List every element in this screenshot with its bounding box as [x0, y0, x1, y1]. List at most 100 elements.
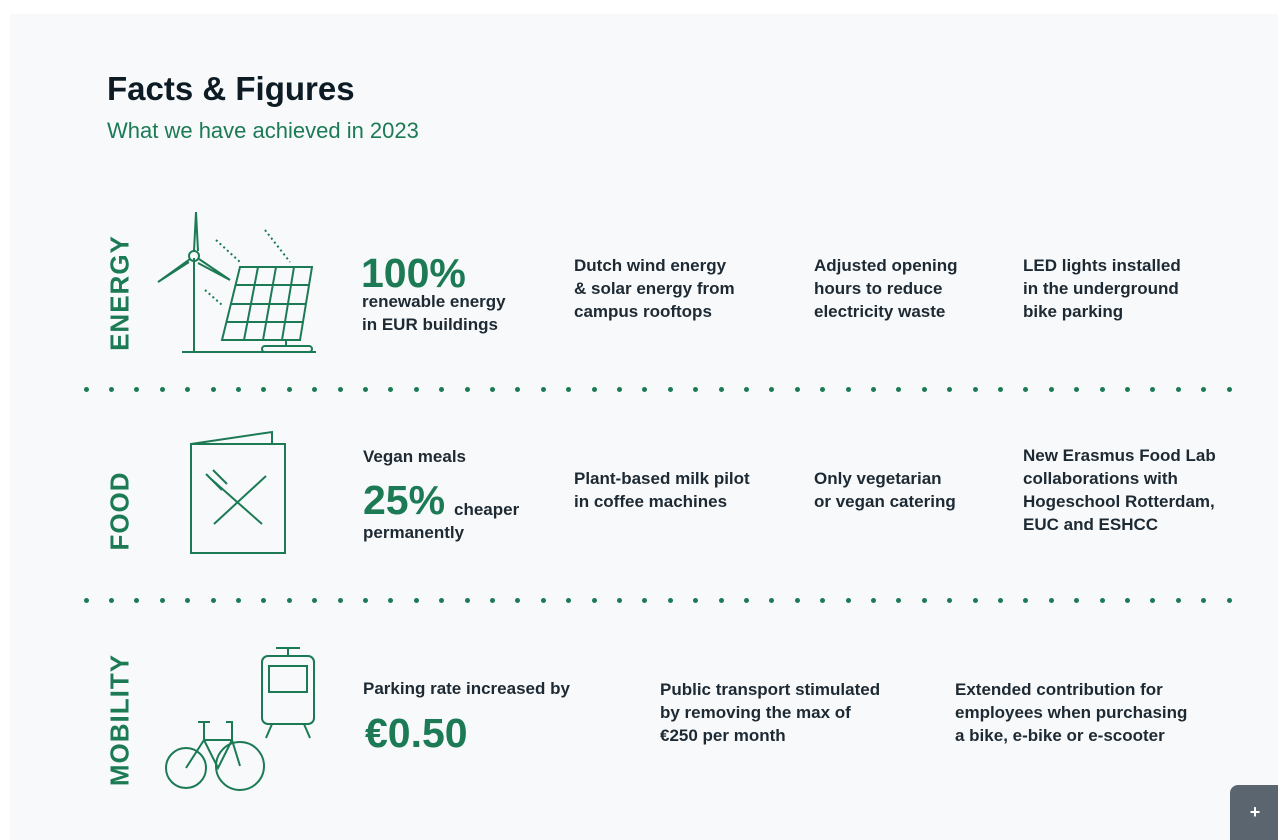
- dot: [718, 386, 724, 392]
- dot: [210, 386, 216, 392]
- dot: [820, 597, 826, 603]
- text-line: permanently: [363, 523, 465, 542]
- dot: [185, 597, 191, 603]
- text-line: Extended contribution for: [955, 680, 1163, 699]
- dot: [515, 597, 521, 603]
- dot: [134, 597, 140, 603]
- dot: [1175, 386, 1181, 392]
- dot: [616, 597, 622, 603]
- dot: [388, 386, 394, 392]
- fact: Dutch wind energy & solar energy from camp…: [574, 254, 735, 323]
- text-line: collaborations with: [1023, 469, 1178, 488]
- dot: [1124, 386, 1130, 392]
- text-line: employees when purchasing: [955, 703, 1188, 722]
- dot: [997, 386, 1003, 392]
- dot: [413, 386, 419, 392]
- wind-solar-icon: [157, 211, 316, 353]
- dot: [718, 597, 724, 603]
- text-line: bike parking: [1023, 302, 1124, 321]
- dot: [1201, 597, 1207, 603]
- dot: [1124, 597, 1130, 603]
- highlight-suffix: cheaper: [454, 500, 520, 519]
- text-line: LED lights installed: [1023, 256, 1181, 275]
- text-line: a bike, e-bike or e-scooter: [955, 726, 1165, 745]
- dot: [1201, 386, 1207, 392]
- section-label: MOBILITY: [104, 653, 135, 787]
- dot: [185, 386, 191, 392]
- dot: [83, 597, 89, 603]
- text-line: in EUR buildings: [362, 315, 498, 334]
- bike-icon: [165, 721, 265, 791]
- dot: [997, 597, 1003, 603]
- dot: [413, 597, 419, 603]
- fact: Extended contribution for employees when …: [955, 678, 1187, 747]
- dot: [286, 597, 292, 603]
- dot: [794, 597, 800, 603]
- dot: [134, 386, 140, 392]
- dot: [1099, 386, 1105, 392]
- fact: Only vegetarian or vegan catering: [814, 467, 956, 513]
- dot: [1226, 597, 1232, 603]
- text-line: Adjusted opening: [814, 256, 958, 275]
- dot: [1074, 386, 1080, 392]
- dot: [286, 386, 292, 392]
- highlight-text: permanently: [363, 521, 464, 544]
- dot: [566, 386, 572, 392]
- text-line: in the underground: [1023, 279, 1179, 298]
- add-button[interactable]: +: [1230, 785, 1278, 840]
- dot: [337, 386, 343, 392]
- text-line: electricity waste: [814, 302, 946, 321]
- dot: [769, 386, 775, 392]
- dot: [1074, 597, 1080, 603]
- text-line: & solar energy from: [574, 279, 735, 298]
- dot: [540, 597, 546, 603]
- title: Facts & Figures: [107, 70, 355, 107]
- highlight-figure: 25%: [363, 477, 446, 523]
- dot: [1150, 597, 1156, 603]
- highlight-text: renewable energy in EUR buildings: [362, 290, 506, 336]
- dot: [870, 386, 876, 392]
- dot: [159, 597, 165, 603]
- dot: [108, 386, 114, 392]
- subtitle: What we have achieved in 2023: [107, 118, 419, 143]
- dot: [388, 597, 394, 603]
- dot: [1175, 597, 1181, 603]
- dot: [261, 386, 267, 392]
- dot: [667, 597, 673, 603]
- dot: [947, 597, 953, 603]
- dot: [1226, 386, 1232, 392]
- dot: [439, 597, 445, 603]
- text-line: Only vegetarian: [814, 469, 942, 488]
- dot: [1099, 597, 1105, 603]
- dot: [921, 386, 927, 392]
- text-line: Public transport stimulated: [660, 680, 881, 699]
- dot: [540, 386, 546, 392]
- dot: [845, 386, 851, 392]
- dot: [1023, 597, 1029, 603]
- train-icon: [261, 647, 315, 739]
- dot: [464, 386, 470, 392]
- dot: [312, 597, 318, 603]
- dot: [845, 597, 851, 603]
- dot: [261, 597, 267, 603]
- dot: [667, 386, 673, 392]
- dot: [972, 386, 978, 392]
- section-label: ENERGY: [104, 235, 135, 351]
- dot: [769, 597, 775, 603]
- dot: [947, 386, 953, 392]
- dot: [515, 386, 521, 392]
- section-label: FOOD: [104, 471, 135, 551]
- dot: [235, 386, 241, 392]
- text-line: campus rooftops: [574, 302, 712, 321]
- fact: Plant-based milk pilot in coffee machines: [574, 467, 750, 513]
- fact: LED lights installed in the underground bi…: [1023, 254, 1181, 323]
- dot: [591, 386, 597, 392]
- dot: [159, 386, 165, 392]
- dot: [83, 386, 89, 392]
- dot: [921, 597, 927, 603]
- text-line: New Erasmus Food Lab: [1023, 446, 1216, 465]
- dot: [693, 386, 699, 392]
- dot: [642, 597, 648, 603]
- dot: [312, 386, 318, 392]
